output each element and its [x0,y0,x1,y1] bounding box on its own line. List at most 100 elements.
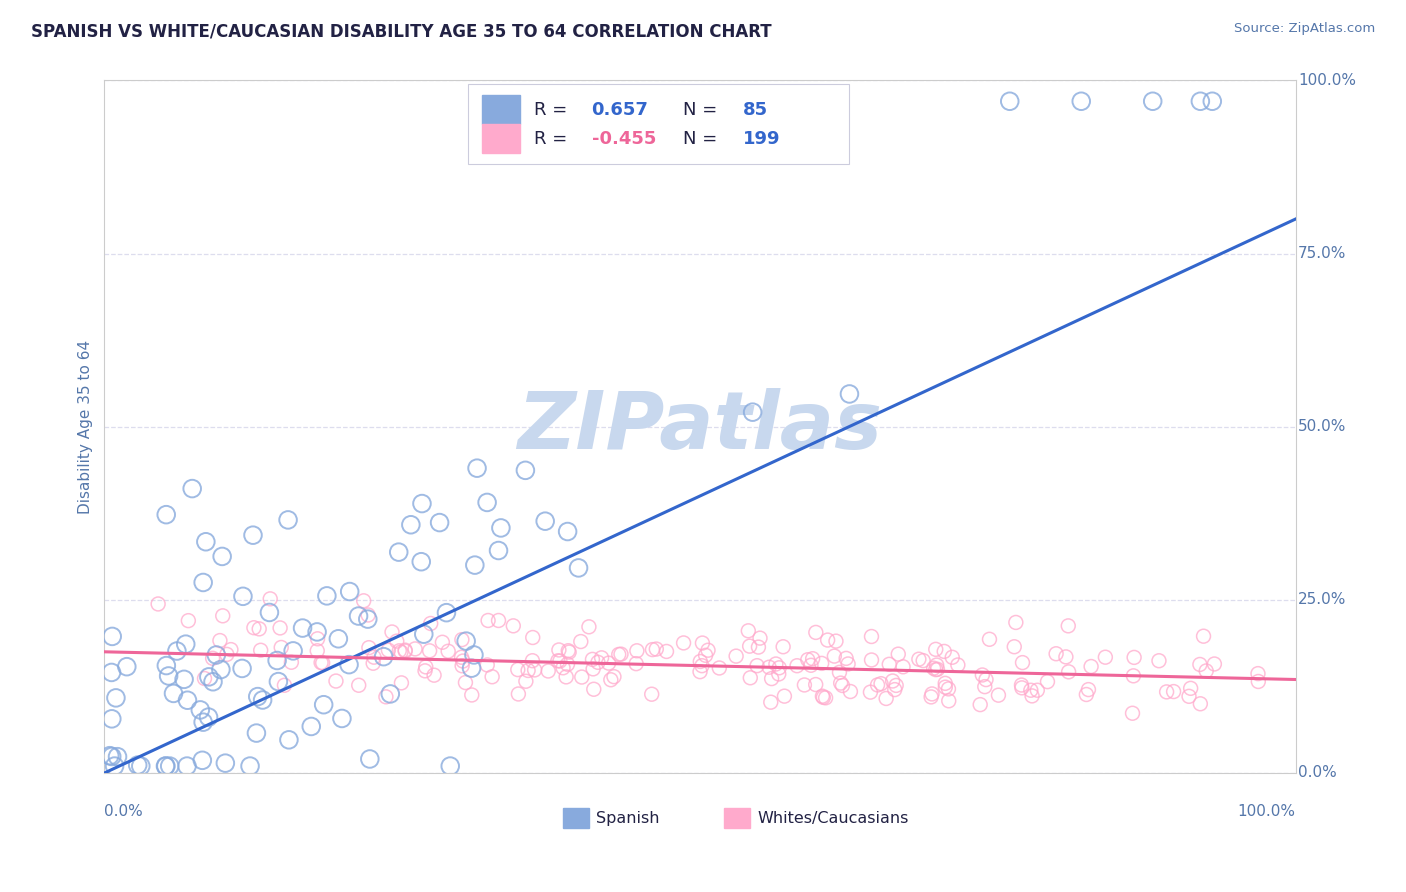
Point [208,633,231,648]
Point [1201,95,1223,109]
Point [1123,650,1146,665]
Point [104,690,127,705]
Point [800,658,823,673]
Point [100,749,122,764]
Point [155,759,177,773]
Point [249,643,271,657]
Point [1247,674,1270,689]
Point [1247,666,1270,681]
Point [243,621,266,635]
Point [357,640,380,655]
Text: 25.0%: 25.0% [1298,592,1347,607]
Point [477,614,499,628]
Point [127,758,149,772]
Point [1077,682,1099,697]
Point [557,657,579,672]
Point [765,657,787,671]
Point [689,665,711,679]
Point [1036,674,1059,689]
Point [813,690,835,705]
Point [987,688,1010,702]
Point [567,561,589,575]
Point [176,759,198,773]
Point [389,645,412,659]
Point [423,668,446,682]
Point [173,673,195,687]
Point [1005,615,1028,630]
FancyBboxPatch shape [482,124,520,153]
Point [330,711,353,725]
Point [745,658,768,673]
Point [159,759,181,773]
Point [831,678,853,692]
Point [922,661,945,675]
Point [641,642,664,657]
Point [347,678,370,692]
Point [571,670,593,684]
Point [211,549,233,564]
Point [934,676,956,690]
Point [747,640,769,654]
Point [205,648,228,662]
Point [101,712,124,726]
Point [357,607,380,622]
Point [927,662,949,676]
Point [270,640,292,655]
Point [194,534,217,549]
Point [578,620,600,634]
Point [266,653,288,667]
Point [193,672,215,686]
Point [859,685,882,699]
Point [1204,657,1226,671]
Point [1011,656,1033,670]
Point [709,661,731,675]
Point [451,654,474,668]
Point [193,575,215,590]
Point [517,664,540,678]
Point [391,676,413,690]
Point [176,693,198,707]
Point [219,642,242,657]
Point [697,643,720,657]
Point [1163,684,1185,698]
Point [692,636,714,650]
Point [558,645,581,659]
Point [938,694,960,708]
Point [591,650,613,665]
Point [209,663,232,677]
Point [232,590,254,604]
Point [925,642,948,657]
Point [460,661,482,675]
Point [394,644,416,658]
Point [866,678,889,692]
Point [912,654,935,668]
FancyBboxPatch shape [562,807,589,829]
Point [1189,697,1212,711]
Point [385,634,408,648]
Point [969,698,991,712]
Point [432,635,454,649]
Point [979,632,1001,647]
Point [737,624,759,638]
Point [1026,683,1049,698]
Point [838,387,860,401]
Point [860,630,883,644]
Point [1070,95,1092,109]
Point [804,677,827,691]
Point [411,555,433,569]
Text: 75.0%: 75.0% [1298,246,1347,261]
Point [972,668,994,682]
Text: 85: 85 [742,101,768,119]
Point [454,675,477,690]
Point [772,640,794,654]
Y-axis label: Disability Age 35 to 64: Disability Age 35 to 64 [79,340,93,514]
Point [280,655,302,669]
Point [860,653,883,667]
Point [1142,95,1164,109]
Point [626,644,648,658]
Text: -0.455: -0.455 [592,129,657,148]
FancyBboxPatch shape [724,807,749,829]
Point [191,715,214,730]
Point [586,656,609,670]
Point [115,659,138,673]
